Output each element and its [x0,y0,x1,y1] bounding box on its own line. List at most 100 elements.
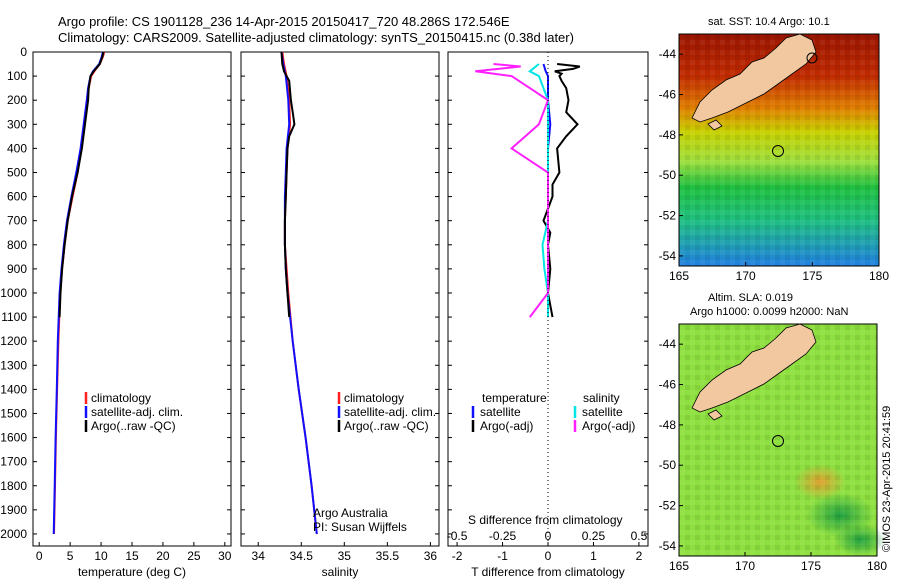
legend-label-s-satellite: satellite [582,405,623,419]
sst-map-title: sat. SST: 10.4 Argo: 10.1 [708,16,830,28]
y-tick-label: 1500 [0,406,27,420]
legend-label-t-satellite: satellite [480,405,521,419]
map-lon-label: 170 [736,269,756,283]
credit-line1: Argo Australia [313,506,388,520]
watermark: ©IMOS 23-Apr-2015 20:41:59 [881,406,893,552]
x-tick-label: 25 [187,549,201,563]
x-tick-label: -2 [452,549,463,563]
map-lon-label: 175 [801,559,821,573]
x-tick-label: 0 [36,549,43,563]
x2-tick-label: -0.5 [447,529,468,543]
y-tick-label: 400 [7,141,27,155]
map-lat-label: -46 [659,88,677,102]
x-tick-label: 35.5 [376,549,400,563]
map-lon-label: 175 [802,269,822,283]
legend-label-climatology: climatology [91,391,151,405]
y-tick-label: 1800 [0,479,27,493]
figure-title-line1: Argo profile: CS 1901128_236 14-Apr-2015… [58,14,510,29]
x-tick-label: 34.5 [290,549,314,563]
y-tick-label: 100 [7,69,27,83]
map-lat-label: -48 [659,128,677,142]
y-tick-label: 200 [7,93,27,107]
y-tick-label: 800 [7,238,27,252]
series-line-argo-raw-qc [280,51,296,318]
y-tick-label: 1900 [0,503,27,517]
y-tick-label: 1200 [0,334,27,348]
south-island-landmass [691,323,817,413]
x-tick-label: -1 [497,549,508,563]
legend-label-argo: Argo(..raw -QC) [91,419,176,433]
map-lat-label: -52 [659,209,677,223]
x-axis-label: salinity [322,565,359,579]
x-tick-label: 1 [590,549,597,563]
sla-map [678,323,886,557]
map-lon-label: 180 [869,269,889,283]
sst-map [678,33,880,267]
x2-tick-label: 0.5 [631,529,648,543]
series-line-t-argo-adj [542,63,581,318]
south-island-landmass [691,33,817,123]
x-tick-label: 2 [636,549,643,563]
sla-map-title-line2: Argo h1000: 0.0099 h2000: NaN [690,306,848,318]
sst-map-frame [678,33,880,267]
island-outline [806,52,818,64]
y-tick-label: 1600 [0,431,27,445]
map-lat-label: -46 [659,378,677,392]
x-tick-label: 5 [67,549,74,563]
map-lat-label: -44 [659,47,677,61]
y-tick-label: 0 [20,45,27,59]
sla-map-frame [678,323,878,557]
y-tick-label: 1400 [0,382,27,396]
y-tick-label: 1300 [0,358,27,372]
map-lon-label: 165 [669,559,689,573]
x2-tick-label: -0.25 [489,529,517,543]
legend-label-climatology: climatology [344,391,404,405]
map-lon-label: 180 [867,559,887,573]
x-tick-label: 36 [424,549,438,563]
x-tick-label: 15 [125,549,139,563]
map-lat-label: -50 [659,168,677,182]
y-tick-label: 2000 [0,527,27,541]
map-lon-label: 170 [735,559,755,573]
temperature-panel [32,51,232,547]
x-tick-label: 10 [94,549,108,563]
series-line-argo-raw-qc [58,51,105,318]
s-diff-label: S difference from climatology [468,513,623,527]
x-axis-label: T difference from climatology [471,565,625,579]
figure-title-line2: Climatology: CARS2009. Satellite-adjuste… [58,30,574,45]
y-tick-label: 700 [7,214,27,228]
stewart-island [707,119,723,131]
map-lon-label: 165 [669,269,689,283]
legend-label-argo: Argo(..raw -QC) [344,419,429,433]
map-lat-label: -54 [659,249,677,263]
sst-map-axes: 165 170 175 180 -44 -46 -48 -50 -52 -54 [659,47,890,283]
argo-position-marker [772,145,784,157]
map-lat-label: -44 [659,337,677,351]
legend-label-s-argo: Argo(-adj) [582,419,635,433]
argo-position-marker [772,435,784,447]
x-tick-label: 0 [545,549,552,563]
legend-label-satellite: satellite-adj. clim. [344,405,436,419]
axes-layer: 0100200300400500600700800900100011001200… [0,45,648,579]
x-tick-label: 30 [218,549,232,563]
stewart-island [707,409,723,421]
x-tick-label: 35 [338,549,352,563]
credit-line2: PI: Susan Wijffels [313,520,407,534]
x-tick-label: 34 [252,549,266,563]
map-lat-label: -50 [659,458,677,472]
y-tick-label: 900 [7,262,27,276]
y-tick-label: 1700 [0,455,27,469]
y-tick-label: 500 [7,165,27,179]
x-tick-label: 20 [156,549,170,563]
y-tick-label: 1000 [0,286,27,300]
y-tick-label: 1100 [1,310,27,324]
sla-map-title-line1: Altim. SLA: 0.019 [708,292,793,304]
map-lat-label: -54 [659,539,677,553]
legend-header-salinity: salinity [583,391,620,405]
x2-tick-label: 0.25 [582,529,606,543]
legend-label-satellite: satellite-adj. clim. [91,405,183,419]
y-tick-label: 600 [7,190,27,204]
salinity-panel [240,51,440,547]
sla-map-axes: 165 170 175 180 -44 -46 -48 -50 -52 -54 [659,337,888,573]
